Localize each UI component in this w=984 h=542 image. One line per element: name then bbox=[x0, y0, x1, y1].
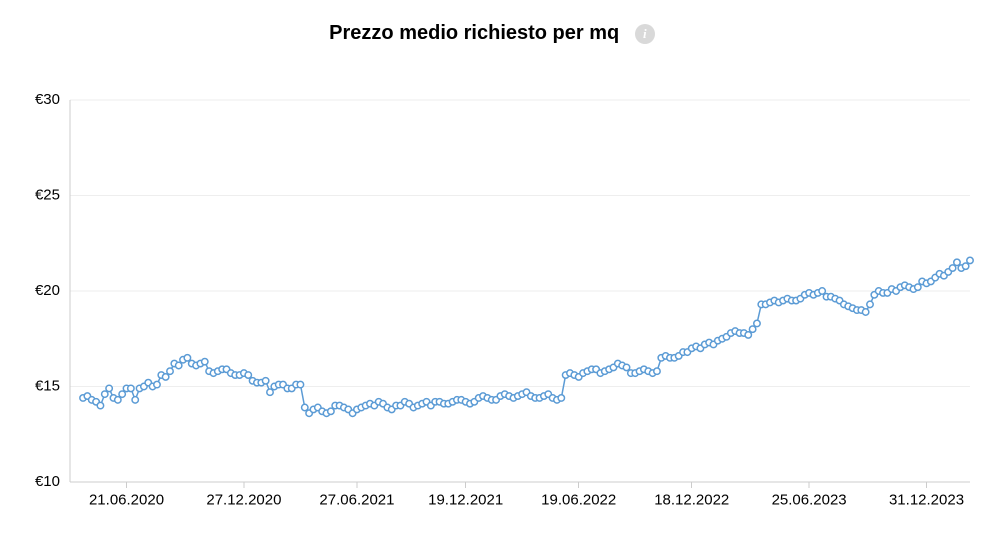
x-tick-label: 18.12.2022 bbox=[654, 491, 729, 508]
y-tick-label: €15 bbox=[35, 377, 60, 394]
price-series-marker bbox=[97, 402, 103, 408]
price-series-marker bbox=[328, 408, 334, 414]
price-series-marker bbox=[262, 378, 268, 384]
x-tick-label: 27.06.2021 bbox=[319, 491, 394, 508]
price-series-marker bbox=[167, 368, 173, 374]
price-series-marker bbox=[119, 391, 125, 397]
x-tick-label: 25.06.2023 bbox=[772, 491, 847, 508]
price-series-marker bbox=[949, 265, 955, 271]
y-tick-label: €30 bbox=[35, 91, 60, 108]
price-series-marker bbox=[202, 358, 208, 364]
price-series-marker bbox=[754, 320, 760, 326]
price-series-marker bbox=[297, 381, 303, 387]
price-chart: Prezzo medio richiesto per mq i €10€15€2… bbox=[0, 0, 984, 542]
chart-svg: €10 €15 €20 €25 €30 21.06.2020 27.12.2020 27.06… bbox=[0, 0, 984, 542]
x-tick-label: 21.06.2020 bbox=[89, 491, 164, 508]
x-tick-label: 19.06.2022 bbox=[541, 491, 616, 508]
price-series-marker bbox=[654, 368, 660, 374]
y-tick-label: €25 bbox=[35, 186, 60, 203]
x-tick-label: 27.12.2020 bbox=[206, 491, 281, 508]
y-tick-label: €20 bbox=[35, 282, 60, 299]
price-series-marker bbox=[102, 391, 108, 397]
price-series-marker bbox=[176, 362, 182, 368]
price-series-marker bbox=[267, 389, 273, 395]
x-tick-label: 31.12.2023 bbox=[889, 491, 964, 508]
price-series-marker bbox=[962, 263, 968, 269]
price-series-marker bbox=[162, 374, 168, 380]
price-series-marker bbox=[154, 381, 160, 387]
price-series-marker bbox=[954, 259, 960, 265]
price-series-marker bbox=[819, 288, 825, 294]
y-tick-label: €10 bbox=[35, 473, 60, 490]
price-series-marker bbox=[302, 404, 308, 410]
price-series-marker bbox=[184, 355, 190, 361]
price-series-marker bbox=[558, 395, 564, 401]
price-series-marker bbox=[745, 332, 751, 338]
price-series-marker bbox=[967, 257, 973, 263]
price-series-marker bbox=[132, 397, 138, 403]
price-series-marker bbox=[106, 385, 112, 391]
x-tick-label: 19.12.2021 bbox=[428, 491, 503, 508]
price-series-marker bbox=[623, 364, 629, 370]
price-series-marker bbox=[862, 309, 868, 315]
price-series-marker bbox=[915, 284, 921, 290]
price-series-marker bbox=[867, 301, 873, 307]
price-series-marker bbox=[115, 397, 121, 403]
price-series-marker bbox=[245, 372, 251, 378]
price-series-marker bbox=[128, 385, 134, 391]
price-series-marker bbox=[749, 326, 755, 332]
